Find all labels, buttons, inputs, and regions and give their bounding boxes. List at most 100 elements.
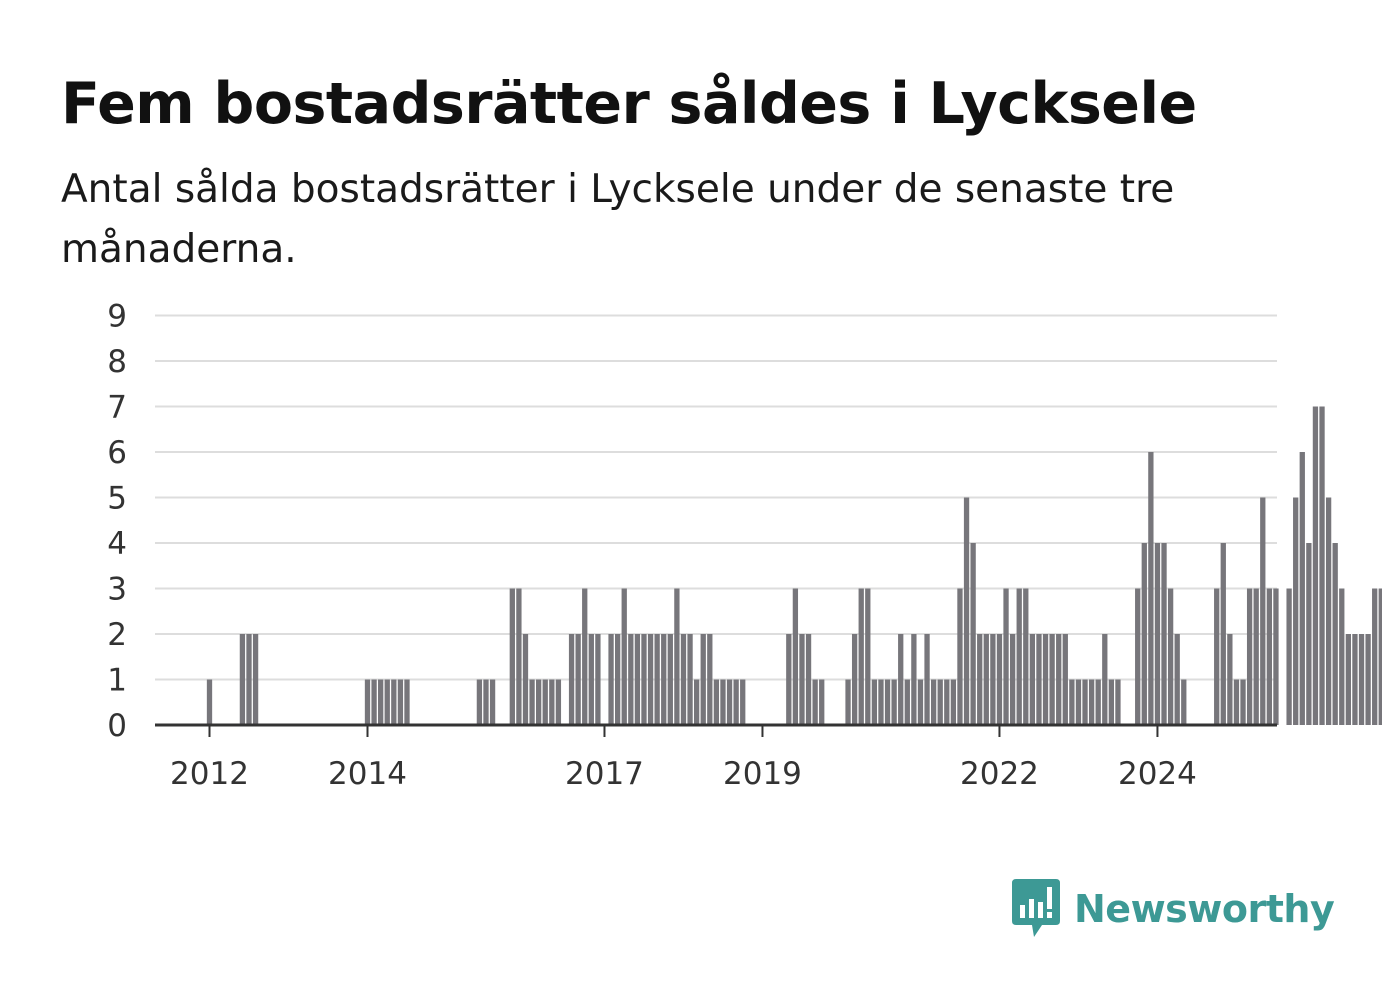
y-tick-label: 3 (107, 572, 127, 608)
bar (1181, 679, 1187, 725)
bar (1108, 679, 1115, 725)
x-tick-label: 2017 (565, 756, 644, 792)
bar (884, 679, 891, 725)
bar (641, 634, 647, 725)
y-tick-label: 6 (107, 435, 127, 471)
bar (1095, 679, 1101, 725)
bar (878, 679, 884, 725)
bar (1062, 634, 1068, 725)
bar (1352, 634, 1358, 725)
bar (378, 679, 384, 725)
bar (720, 679, 726, 725)
bar (1049, 634, 1055, 725)
bar (812, 679, 818, 725)
y-tick-label: 5 (107, 481, 127, 517)
bar (522, 634, 529, 725)
bar (990, 634, 996, 725)
y-tick-label: 7 (107, 390, 127, 426)
bar (950, 679, 957, 725)
x-tick-label: 2012 (170, 756, 249, 792)
bar (476, 679, 483, 725)
bar (1082, 679, 1088, 725)
bar (206, 679, 213, 725)
bar (674, 588, 680, 725)
bar (1056, 634, 1062, 725)
bar (1299, 452, 1305, 725)
bar (1358, 634, 1365, 725)
bar (1293, 497, 1299, 725)
bar (1023, 588, 1029, 725)
bar (726, 679, 733, 725)
bar (397, 679, 404, 725)
bar (1016, 588, 1022, 725)
bar (1009, 634, 1016, 725)
bar (1378, 588, 1382, 725)
bar (621, 588, 627, 725)
bar (1161, 543, 1167, 725)
bar (661, 634, 667, 725)
bar (1273, 588, 1279, 725)
brand-name: Newsworthy (1074, 887, 1335, 931)
bar (707, 634, 713, 725)
bar (555, 679, 562, 725)
bar (700, 634, 706, 725)
bar (963, 497, 970, 725)
bar (911, 634, 917, 725)
bar (1266, 588, 1273, 725)
bar (1325, 497, 1332, 725)
bar (740, 679, 746, 725)
bar (1339, 588, 1345, 725)
bar (1306, 543, 1312, 725)
bar (1167, 588, 1174, 725)
bar (529, 679, 535, 725)
bar (628, 634, 634, 725)
bar (687, 634, 693, 725)
bar (667, 634, 673, 725)
bar (1115, 679, 1121, 725)
bar (575, 634, 581, 725)
bar (615, 634, 621, 725)
bar (1372, 588, 1378, 725)
bar (1174, 634, 1180, 725)
x-tick-label: 2022 (960, 756, 1039, 792)
bar (917, 679, 924, 725)
bar (489, 679, 496, 725)
bar (904, 679, 910, 725)
bar (536, 679, 542, 725)
bar (996, 634, 1003, 725)
bar (647, 634, 654, 725)
y-axis-ticks: 0 1 2 3 4 5 6 7 8 9 (107, 299, 127, 745)
bar (1102, 634, 1108, 725)
bar (246, 634, 252, 725)
chart-subtitle: Antal sålda bostadsrätter i Lycksele und… (61, 167, 1175, 272)
bar (858, 588, 864, 725)
bar (371, 679, 377, 725)
bar (1135, 588, 1141, 725)
y-tick-label: 8 (107, 344, 127, 380)
bar (568, 634, 575, 725)
bar (1003, 588, 1009, 725)
bar (1075, 679, 1082, 725)
bar (898, 634, 904, 725)
bar (693, 679, 700, 725)
y-tick-label: 4 (107, 526, 127, 562)
bar (1029, 634, 1036, 725)
bar (516, 588, 522, 725)
bar (930, 679, 937, 725)
bar (1332, 543, 1338, 725)
y-tick-label: 1 (107, 663, 127, 699)
bar (871, 679, 878, 725)
bar (1246, 588, 1253, 725)
bar (582, 588, 588, 725)
bar-series (206, 406, 1382, 725)
bar (634, 634, 641, 725)
bar (1220, 543, 1226, 725)
bar (799, 634, 805, 725)
bar (595, 634, 601, 725)
bar (937, 679, 943, 725)
bar (733, 679, 739, 725)
x-tick-label: 2014 (328, 756, 407, 792)
bar (1042, 634, 1049, 725)
bar (1260, 497, 1266, 725)
